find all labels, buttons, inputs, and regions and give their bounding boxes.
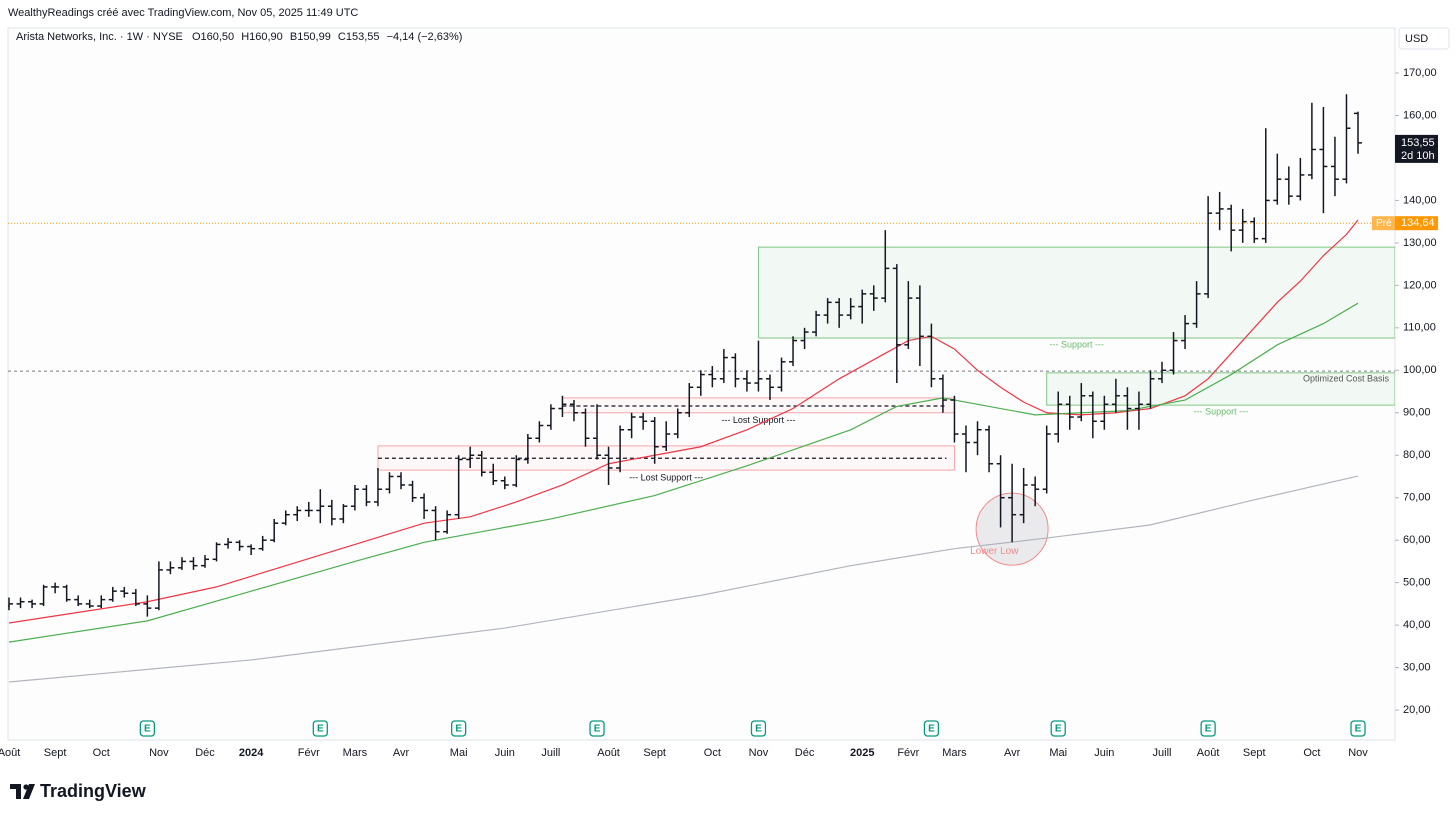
y-tick-label: 130,00 bbox=[1403, 237, 1437, 249]
x-tick-label: Févr bbox=[298, 747, 320, 759]
earnings-label: E bbox=[1355, 724, 1362, 735]
earnings-label: E bbox=[455, 724, 462, 735]
y-tick-label: 40,00 bbox=[1403, 619, 1431, 631]
earnings-label: E bbox=[928, 724, 935, 735]
y-tick-label: 170,00 bbox=[1403, 67, 1437, 79]
legend-high: H160,90 bbox=[241, 31, 283, 43]
earnings-label: E bbox=[1055, 724, 1062, 735]
y-axis: 20,00 30,00 40,00 50,00 60,00 70,00 80,00 90,00… bbox=[1395, 67, 1437, 716]
x-tick-label: Août bbox=[1197, 747, 1220, 759]
x-tick-label: Mai bbox=[450, 747, 468, 759]
x-tick-label: Nov bbox=[149, 747, 169, 759]
last-price-label: 153,55 bbox=[1401, 137, 1435, 149]
x-tick-label: 2025 bbox=[850, 747, 874, 759]
y-tick-label: 140,00 bbox=[1403, 194, 1437, 206]
x-tick-label: Avr bbox=[393, 747, 410, 759]
y-tick-label: 110,00 bbox=[1403, 322, 1436, 334]
x-tick-label: Mai bbox=[1049, 747, 1067, 759]
x-tick-label: Mars bbox=[942, 747, 967, 759]
logo-mark bbox=[10, 784, 21, 799]
legend-change: −4,14 (−2,63%) bbox=[387, 31, 463, 43]
x-tick-label: Juin bbox=[1094, 747, 1114, 759]
earnings-marker bbox=[923, 720, 940, 737]
moving-average bbox=[8, 302, 1359, 643]
currency[interactable]: USD bbox=[1405, 33, 1428, 45]
earnings-marker bbox=[139, 720, 156, 737]
x-tick-label: Juill bbox=[1153, 747, 1172, 759]
earnings-marker bbox=[451, 720, 467, 737]
legend: Arista Networks, Inc. · 1W · NYSE O160,5… bbox=[16, 31, 462, 43]
premarket-value-label: 134,64 bbox=[1401, 217, 1435, 229]
earnings-label: E bbox=[755, 724, 762, 735]
y-tick-label: 30,00 bbox=[1403, 661, 1431, 673]
y-tick-label: 160,00 bbox=[1403, 109, 1437, 121]
x-tick-label: Févr bbox=[897, 747, 919, 759]
x-tick-label: Juin bbox=[495, 747, 515, 759]
x-tick-label: Août bbox=[597, 747, 620, 759]
x-tick-label: Août bbox=[0, 747, 20, 759]
earnings-label: E bbox=[317, 724, 324, 735]
x-tick-label: Oct bbox=[1303, 747, 1320, 759]
moving-average bbox=[8, 475, 1359, 683]
x-tick-label: Sept bbox=[643, 747, 666, 759]
x-tick-label: Sept bbox=[44, 747, 67, 759]
earnings-marker bbox=[589, 720, 605, 737]
footer-brand: TradingView bbox=[40, 781, 147, 801]
last-price-box bbox=[1395, 134, 1438, 163]
lost-support-zone bbox=[561, 397, 955, 414]
footer-logo: TradingView bbox=[10, 781, 147, 801]
x-tick-label: Juill bbox=[541, 747, 560, 759]
x-tick-label: Sept bbox=[1243, 747, 1266, 759]
earnings-marker bbox=[312, 720, 328, 737]
y-tick-label: 80,00 bbox=[1403, 449, 1431, 461]
cost-basis-label: Optimized Cost Basis bbox=[1303, 374, 1390, 384]
x-tick-label: Mars bbox=[343, 747, 368, 759]
x-tick-label: Déc bbox=[795, 747, 815, 759]
earnings-label: E bbox=[144, 724, 151, 735]
support-zone bbox=[757, 246, 1395, 339]
x-tick-label: Oct bbox=[704, 747, 721, 759]
lost-support-label: --- Lost Support --- bbox=[629, 472, 703, 482]
x-axis: Août Sept Oct Nov Déc 2024 Févr Mars Avr Mai Juin J… bbox=[0, 747, 1368, 759]
legend-low: B150,99 bbox=[290, 31, 331, 43]
earnings-marker bbox=[1200, 720, 1216, 737]
x-tick-label: Déc bbox=[195, 747, 215, 759]
lower-low-label: Lower Low bbox=[970, 546, 1019, 557]
lost-support-label: --- Lost Support --- bbox=[721, 415, 795, 425]
x-tick-label: Nov bbox=[749, 747, 769, 759]
y-tick-label: 90,00 bbox=[1403, 407, 1431, 419]
y-tick-label: 100,00 bbox=[1403, 364, 1437, 376]
legend-open: O160,50 bbox=[192, 31, 234, 43]
y-tick-label: 20,00 bbox=[1403, 704, 1431, 716]
earnings-marker bbox=[1050, 720, 1066, 737]
header: WealthyReadings créé avec TradingView.co… bbox=[8, 7, 358, 19]
x-tick-label: Nov bbox=[1348, 747, 1368, 759]
premarket-tag bbox=[1372, 216, 1395, 231]
support-label: --- Support --- bbox=[1194, 407, 1249, 417]
earnings-label: E bbox=[1205, 724, 1212, 735]
countdown-label: 2d 10h bbox=[1401, 150, 1435, 162]
earnings-label: E bbox=[594, 724, 601, 735]
legend-symbol: Arista Networks, Inc. · 1W · NYSE bbox=[16, 31, 183, 43]
plot: --- Support --- --- Support --- --- Lost S… bbox=[8, 94, 1395, 683]
x-tick-label: 2024 bbox=[239, 747, 264, 759]
y-tick-label: 120,00 bbox=[1403, 279, 1437, 291]
x-tick-label: Avr bbox=[1004, 747, 1021, 759]
y-tick-label: 60,00 bbox=[1403, 534, 1431, 546]
y-tick-label: 70,00 bbox=[1403, 492, 1431, 504]
support-label: --- Support --- bbox=[1049, 339, 1104, 349]
earnings-marker bbox=[750, 720, 767, 737]
currency-box[interactable] bbox=[1398, 27, 1450, 50]
legend-close: C153,55 bbox=[338, 31, 380, 43]
x-tick-label: Oct bbox=[93, 747, 110, 759]
premarket-box bbox=[1395, 216, 1438, 231]
logo-slash bbox=[23, 784, 35, 799]
earnings-marker bbox=[1350, 720, 1366, 737]
y-tick-label: 50,00 bbox=[1403, 577, 1431, 589]
premarket-tag-label: Pré bbox=[1376, 218, 1392, 229]
